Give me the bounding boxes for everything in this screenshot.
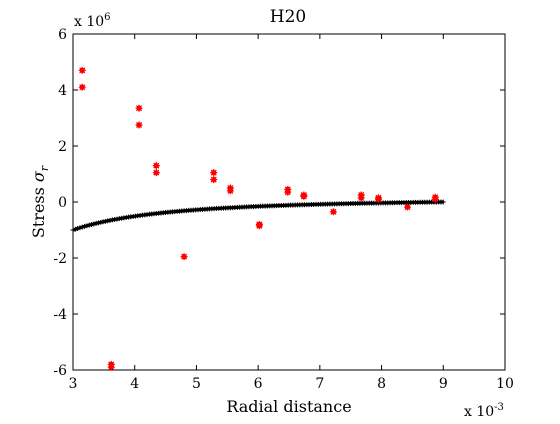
data-point	[180, 253, 188, 261]
analytical-marker	[84, 223, 90, 229]
data-point	[210, 176, 218, 184]
data-point-star	[255, 222, 263, 230]
y-tick-label: 0	[58, 195, 67, 211]
analytical-marker	[79, 224, 85, 230]
data-point	[78, 83, 86, 91]
data-point-star	[210, 169, 218, 177]
x-exponent-label: x 10-3	[464, 402, 504, 420]
analytical-marker	[89, 222, 95, 228]
data-point	[226, 187, 234, 195]
x-tick-label: 9	[439, 376, 448, 392]
analytical-marker	[75, 225, 81, 231]
data-point-star	[152, 169, 160, 177]
data-point-star	[329, 208, 337, 216]
data-point-star	[284, 188, 292, 196]
analytical-marker	[86, 222, 92, 228]
data-point	[210, 169, 218, 177]
x-tick-label: 4	[130, 376, 139, 392]
data-point	[152, 169, 160, 177]
data-point-star	[357, 194, 365, 202]
y-exponent-label: x 106	[74, 12, 111, 30]
analytical-series	[70, 199, 446, 233]
data-point	[403, 203, 411, 211]
x-axis: 3 4 5 6 7 8 9 10	[69, 34, 514, 392]
data-point	[135, 104, 143, 112]
analytical-marker	[82, 223, 88, 229]
x-tick-label: 8	[377, 376, 386, 392]
data-point	[284, 188, 292, 196]
data-point	[255, 222, 263, 230]
y-tick-label: 2	[58, 139, 67, 155]
x-tick-label: 10	[496, 376, 514, 392]
data-point-star	[135, 121, 143, 129]
analytical-marker	[72, 226, 78, 232]
x-tick-label: 7	[315, 376, 324, 392]
analytical-marker	[77, 225, 83, 231]
analytical-marker	[93, 220, 99, 226]
data-point-star	[300, 192, 308, 200]
data-point-star	[403, 203, 411, 211]
y-tick-label: 4	[58, 83, 67, 99]
y-tick-label: -6	[53, 363, 67, 379]
data-point-star	[180, 253, 188, 261]
analytical-marker	[95, 220, 101, 226]
data-point-star	[152, 162, 160, 170]
analytical-marker	[91, 221, 97, 227]
data-point-star	[78, 83, 86, 91]
data-point	[329, 208, 337, 216]
data-point-star	[431, 195, 439, 203]
y-tick-label: -2	[53, 251, 67, 267]
y-tick-label: -4	[53, 307, 67, 323]
x-tick-label: 3	[69, 376, 78, 392]
y-tick-label: 6	[58, 27, 67, 43]
data-point-star	[210, 176, 218, 184]
data-point	[357, 194, 365, 202]
analytical-marker	[98, 219, 104, 225]
data-point	[431, 195, 439, 203]
analytical-marker	[70, 227, 76, 233]
y-axis: -6 -4 -2 0 2 4 6	[53, 27, 505, 379]
analytical-marker	[440, 199, 446, 205]
x-axis-label: Radial distance	[226, 397, 351, 416]
x-tick-label: 6	[254, 376, 263, 392]
chart-title: H20	[270, 7, 306, 27]
data-point	[152, 162, 160, 170]
data-point-star	[135, 104, 143, 112]
measured-series	[78, 66, 439, 371]
data-point	[78, 66, 86, 74]
data-point-star	[78, 66, 86, 74]
data-point-star	[107, 363, 115, 371]
data-point-star	[374, 195, 382, 203]
y-axis-label: Stress σr	[29, 165, 51, 238]
data-point	[374, 195, 382, 203]
data-point	[300, 192, 308, 200]
data-point	[135, 121, 143, 129]
data-point	[107, 363, 115, 371]
x-tick-label: 5	[192, 376, 201, 392]
data-point-star	[226, 187, 234, 195]
